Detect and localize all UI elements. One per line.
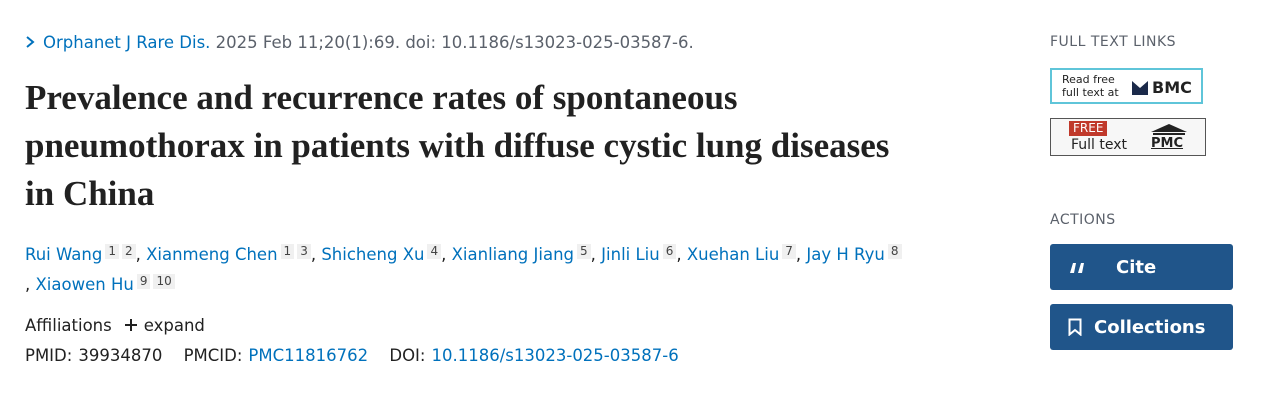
cite-button[interactable]: Cite bbox=[1050, 244, 1233, 290]
plus-icon bbox=[124, 319, 137, 331]
separator: , bbox=[25, 275, 31, 294]
citation: Orphanet J Rare Dis. 2025 Feb 11;20(1):6… bbox=[25, 28, 925, 56]
separator: , bbox=[441, 245, 447, 264]
cite-label: Cite bbox=[1116, 256, 1157, 278]
bmc-logo bbox=[1132, 81, 1148, 95]
affiliations-label: Affiliations bbox=[25, 315, 112, 335]
separator: , bbox=[676, 245, 682, 264]
article-header: Orphanet J Rare Dis. 2025 Feb 11;20(1):6… bbox=[25, 28, 925, 365]
pmc-text: Full text bbox=[1071, 137, 1128, 153]
author-name[interactable]: Shicheng Xu bbox=[321, 245, 425, 264]
author-name[interactable]: Xiaowen Hu bbox=[35, 275, 134, 294]
doi-link[interactable]: 10.1186/s13023-025-03587-6 bbox=[431, 346, 679, 365]
full-text-heading: FULL TEXT LINKS bbox=[1050, 34, 1177, 50]
affiliation-number[interactable]: 1 bbox=[280, 244, 295, 259]
author-name[interactable]: Jinli Liu bbox=[601, 245, 660, 264]
quote-icon bbox=[1070, 263, 1084, 273]
author-name[interactable]: Xianmeng Chen bbox=[146, 245, 278, 264]
pmid: 39934870 bbox=[78, 346, 163, 365]
affiliation-number[interactable]: 5 bbox=[577, 244, 591, 259]
author-name[interactable]: Rui Wang bbox=[25, 245, 103, 264]
bookmark-icon bbox=[1068, 318, 1082, 336]
affiliation-number[interactable]: 4 bbox=[427, 244, 442, 259]
author-name[interactable]: Xuehan Liu bbox=[686, 245, 780, 264]
sidebar: FULL TEXT LINKS Read free full text at B… bbox=[1050, 34, 1240, 350]
author: Shicheng Xu 4, bbox=[321, 244, 447, 264]
pmc-link[interactable]: FREE Full text PMC bbox=[1050, 118, 1206, 156]
collections-button[interactable]: Collections bbox=[1050, 304, 1233, 350]
bmc-brand: BMC bbox=[1152, 78, 1192, 97]
pmc-logo bbox=[1151, 124, 1187, 135]
pmc-badge: FREE bbox=[1069, 121, 1108, 136]
journal-link[interactable]: Orphanet J Rare Dis. bbox=[43, 32, 211, 52]
collections-label: Collections bbox=[1094, 316, 1206, 338]
doi-label: DOI: bbox=[389, 346, 426, 365]
separator: , bbox=[590, 245, 596, 264]
affiliation-number[interactable]: 2 bbox=[121, 244, 136, 259]
separator: , bbox=[310, 245, 317, 264]
affiliation-number[interactable]: 1 bbox=[105, 244, 119, 259]
separator: , bbox=[795, 245, 802, 264]
author: Xianliang Jiang 5, bbox=[451, 244, 596, 264]
pmcid-label: PMCID: bbox=[183, 346, 243, 365]
citation-details: 2025 Feb 11;20(1):69. doi: 10.1186/s1302… bbox=[215, 32, 694, 52]
chevron-icon bbox=[26, 36, 35, 48]
actions-heading: ACTIONS bbox=[1050, 212, 1116, 228]
affiliation-number[interactable]: 7 bbox=[782, 244, 796, 259]
author: Xuehan Liu 7, bbox=[686, 244, 802, 264]
pmcid-link[interactable]: PMC11816762 bbox=[248, 346, 369, 365]
author-name[interactable]: Jay H Ryu bbox=[806, 245, 885, 264]
affiliation-number[interactable]: 8 bbox=[887, 244, 902, 259]
author: Xiaowen Hu 9 10 bbox=[35, 274, 175, 294]
author-list: Rui Wang 1 2, Xianmeng Chen 1 3, Shicheng Xu… bbox=[25, 240, 905, 300]
affiliations-row: Affiliations expand bbox=[25, 312, 925, 338]
separator: , bbox=[135, 245, 141, 264]
pmid-label: PMID: bbox=[25, 346, 73, 365]
author: Xianmeng Chen 1 3, bbox=[146, 244, 317, 264]
expand-toggle[interactable]: expand bbox=[143, 315, 205, 335]
affiliation-number[interactable]: 3 bbox=[297, 244, 311, 259]
article-title: Prevalence and recurrence rates of spont… bbox=[25, 78, 890, 213]
affiliation-number[interactable]: 9 bbox=[136, 274, 151, 289]
affiliation-number[interactable]: 6 bbox=[662, 244, 677, 259]
author: Jinli Liu 6, bbox=[601, 244, 682, 264]
author: Jay H Ryu 8, bbox=[25, 244, 902, 294]
author-name[interactable]: Xianliang Jiang bbox=[451, 245, 575, 264]
affiliation-number[interactable]: 10 bbox=[153, 274, 175, 289]
bmc-line2: full text at bbox=[1062, 86, 1119, 99]
pmc-brand: PMC bbox=[1151, 136, 1184, 151]
identifiers: PMID: 39934870 PMCID: PMC11816762 DOI: 10.1… bbox=[25, 346, 925, 365]
bmc-line1: Read free bbox=[1062, 73, 1115, 86]
author: Rui Wang 1 2, bbox=[25, 244, 141, 264]
bmc-link[interactable]: Read free full text at BMC bbox=[1050, 68, 1203, 104]
